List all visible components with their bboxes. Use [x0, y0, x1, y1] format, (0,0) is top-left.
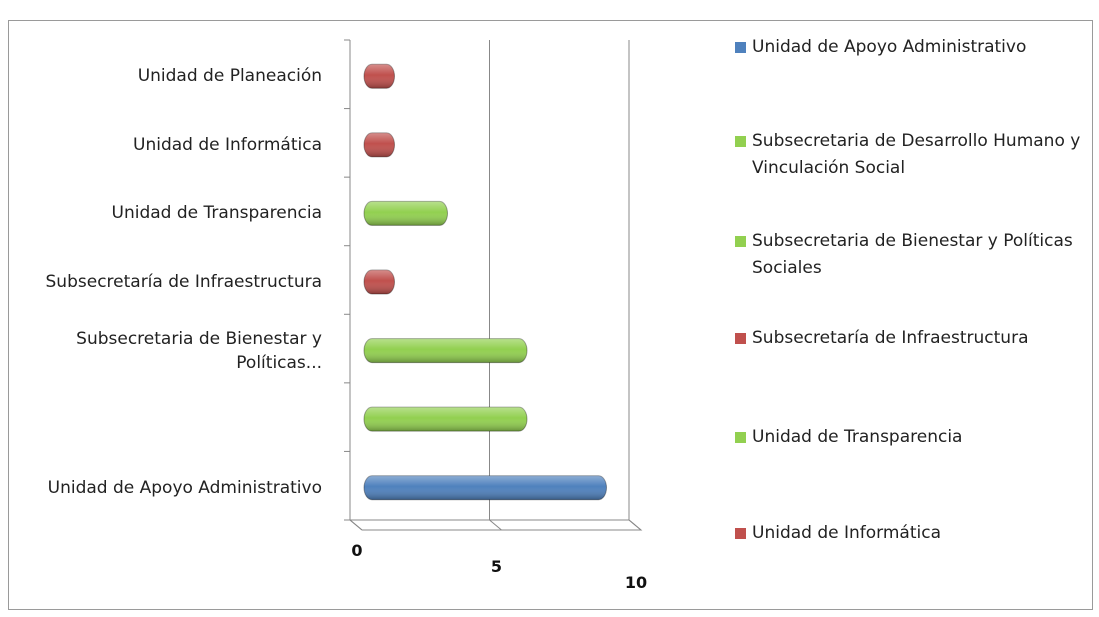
x-tick-label: 10: [625, 573, 647, 592]
bar-group: [363, 475, 607, 501]
back-wall: [349, 40, 363, 531]
bar-shade: [364, 475, 607, 500]
bar-shade: [364, 64, 395, 89]
bar-shade: [364, 407, 527, 432]
legend-swatch: [735, 333, 746, 344]
bar-group: [363, 200, 448, 226]
legend-item: Subsecretaria de Desarrollo Humano y Vin…: [735, 128, 1085, 182]
legend-item: Unidad de Apoyo Administrativo: [735, 34, 1085, 61]
y-tick-label: Unidad de Informática: [133, 134, 322, 155]
legend-item: Unidad de Transparencia: [735, 424, 1085, 451]
y-tick-label: Subsecretaría de Infraestructura: [45, 272, 322, 292]
bar-group: [363, 269, 395, 295]
legend-swatch: [735, 528, 746, 539]
legend-swatch: [735, 136, 746, 147]
legend-item: Subsecretaria de Bienestar y Políticas S…: [735, 228, 1085, 282]
bar-group: [363, 132, 395, 158]
tick-mark: [489, 519, 502, 531]
y-tick-label: Unidad de Planeación: [137, 66, 322, 87]
x-tick-label: 0: [351, 541, 362, 560]
x-tick-label: 5: [491, 557, 502, 576]
bar-shade: [364, 132, 395, 157]
y-tick-label: Unidad de Transparencia: [111, 203, 322, 224]
bar-group: [363, 63, 395, 89]
legend-label: Unidad de Informática: [752, 523, 941, 543]
chart-frame: [8, 20, 1093, 610]
y-tick-label: Unidad de Apoyo Administrativo: [47, 477, 322, 498]
legend-swatch: [735, 236, 746, 247]
legend-swatch: [735, 432, 746, 443]
legend-label: Unidad de Apoyo Administrativo: [752, 37, 1027, 57]
legend-item: Unidad de Informática: [735, 520, 1085, 547]
bar-shade: [364, 338, 527, 363]
legend-swatch: [735, 42, 746, 53]
bar-shade: [364, 270, 395, 294]
legend-label: Subsecretaria de Bienestar y Políticas S…: [752, 231, 1073, 278]
bar-shade: [364, 201, 448, 226]
legend-label: Unidad de Transparencia: [752, 427, 963, 447]
tick-mark: [628, 519, 642, 531]
legend-label: Subsecretaría de Infraestructura: [752, 328, 1029, 348]
legend-item: Subsecretaría de Infraestructura: [735, 325, 1085, 352]
y-tick-label: Subsecretaria de Bienestar y Políticas..…: [76, 328, 322, 373]
tick-mark: [349, 519, 363, 531]
bar-group: [363, 338, 528, 364]
bar-group: [363, 406, 528, 432]
legend-label: Subsecretaria de Desarrollo Humano y Vin…: [752, 131, 1081, 178]
